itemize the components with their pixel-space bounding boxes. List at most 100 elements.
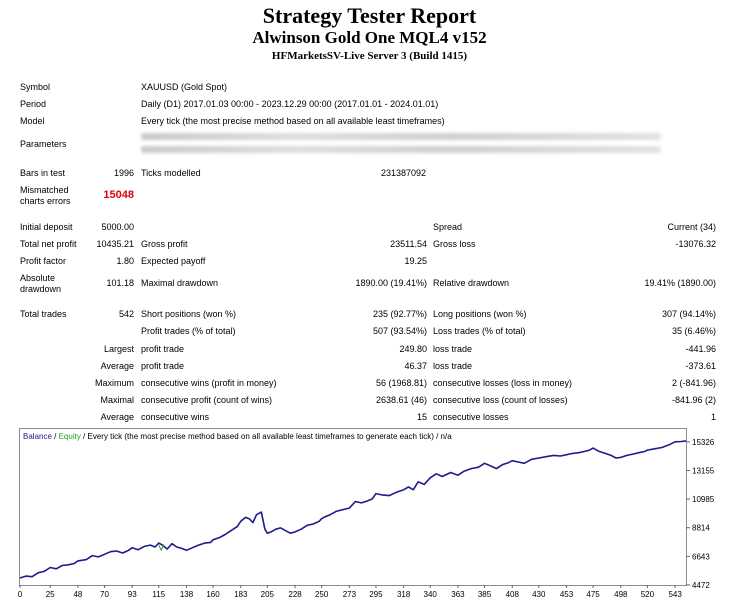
max-consecutive-wins-label: consecutive wins (profit in money) bbox=[141, 378, 277, 388]
x-tick-label: 25 bbox=[46, 590, 55, 599]
ticks-label: Ticks modelled bbox=[141, 168, 201, 178]
maximal-consecutive-profit-label: consecutive profit (count of wins) bbox=[141, 395, 273, 405]
initial-deposit-label: Initial deposit bbox=[20, 222, 73, 232]
y-tick-label: 8814 bbox=[692, 524, 710, 533]
balance-chart-plot-area bbox=[19, 428, 687, 586]
average-loss-value: -373.61 bbox=[685, 361, 716, 371]
absolute-drawdown-label-1: Absolute bbox=[20, 273, 56, 283]
average-profit-value: 46.37 bbox=[404, 361, 427, 371]
x-tick-label: 48 bbox=[73, 590, 82, 599]
mismatched-value: 15048 bbox=[103, 189, 134, 201]
long-positions-value: 307 (94.14%) bbox=[661, 309, 716, 319]
x-tick-label: 340 bbox=[424, 590, 438, 599]
x-tick-label: 430 bbox=[532, 590, 546, 599]
legend-description: / Every tick (the most precise method ba… bbox=[80, 432, 452, 441]
spread-label: Spread bbox=[433, 222, 463, 232]
gross-loss-label: Gross loss bbox=[433, 239, 476, 249]
average-loss-label: loss trade bbox=[433, 361, 473, 371]
model-label: Model bbox=[20, 116, 45, 126]
profit-trades-label: Profit trades (% of total) bbox=[141, 326, 236, 336]
short-positions-value: 235 (92.77%) bbox=[372, 309, 427, 319]
profit-trades-value: 507 (93.54%) bbox=[372, 326, 427, 336]
bars-value: 1996 bbox=[113, 168, 134, 178]
avg-consecutive-losses-value: 1 bbox=[710, 412, 716, 422]
x-tick-label: 363 bbox=[451, 590, 465, 599]
mismatched-label-1: Mismatched bbox=[20, 185, 69, 195]
x-tick-label: 498 bbox=[614, 590, 628, 599]
x-tick-label: 205 bbox=[261, 590, 275, 599]
x-tick-label: 138 bbox=[180, 590, 194, 599]
maximal-consecutive-loss-value: -841.96 (2) bbox=[671, 395, 716, 405]
parameters-blurred-line-1 bbox=[141, 133, 661, 140]
x-tick-label: 408 bbox=[506, 590, 520, 599]
short-positions-label: Short positions (won %) bbox=[141, 309, 237, 319]
period-value: Daily (D1) 2017.01.03 00:00 - 2023.12.29… bbox=[141, 99, 439, 109]
parameters-label: Parameters bbox=[20, 139, 67, 149]
maximal-consecutive-profit-value: 2638.61 (46) bbox=[375, 395, 427, 405]
max-consecutive-losses-label: consecutive losses (loss in money) bbox=[433, 378, 573, 388]
report-title: Strategy Tester Report bbox=[262, 3, 477, 28]
y-tick-label: 10985 bbox=[692, 495, 715, 504]
gross-loss-value: -13076.32 bbox=[675, 239, 716, 249]
maximal-drawdown-label: Maximal drawdown bbox=[141, 278, 219, 288]
total-trades-value: 542 bbox=[118, 309, 134, 319]
gross-profit-value: 23511.54 bbox=[390, 239, 427, 249]
absolute-drawdown-label-2: drawdown bbox=[20, 284, 62, 294]
x-tick-label: 250 bbox=[315, 590, 329, 599]
x-tick-label: 0 bbox=[18, 590, 23, 599]
symbol-value: XAUUSD (Gold Spot) bbox=[141, 82, 228, 92]
loss-trades-label: Loss trades (% of total) bbox=[433, 326, 526, 336]
largest-loss-value: -441.96 bbox=[685, 344, 716, 354]
relative-drawdown-label: Relative drawdown bbox=[433, 278, 510, 288]
x-tick-label: 160 bbox=[206, 590, 220, 599]
x-tick-label: 318 bbox=[397, 590, 411, 599]
x-tick-label: 385 bbox=[478, 590, 492, 599]
avg-consecutive-losses-label: consecutive losses bbox=[433, 412, 509, 422]
legend-balance: Balance bbox=[23, 432, 52, 441]
y-tick-label: 13155 bbox=[692, 466, 715, 475]
y-tick-label: 4472 bbox=[692, 581, 710, 590]
average-profit-label: profit trade bbox=[141, 361, 185, 371]
max-consecutive-losses-value: 2 (-841.96) bbox=[671, 378, 716, 388]
chart-legend: Balance / Equity / Every tick (the most … bbox=[23, 432, 452, 441]
x-tick-label: 273 bbox=[343, 590, 357, 599]
loss-trades-value: 35 (6.46%) bbox=[671, 326, 716, 336]
x-tick-label: 115 bbox=[152, 590, 165, 599]
x-tick-label: 70 bbox=[100, 590, 109, 599]
series-line-equity bbox=[158, 544, 165, 551]
average-consecutive-label: Average bbox=[100, 412, 134, 422]
initial-deposit-value: 5000.00 bbox=[101, 222, 134, 232]
bars-label: Bars in test bbox=[20, 168, 66, 178]
legend-equity: Equity bbox=[58, 432, 81, 441]
y-tick-label: 6643 bbox=[692, 552, 710, 561]
relative-drawdown-value: 19.41% (1890.00) bbox=[644, 278, 716, 288]
profit-factor-label: Profit factor bbox=[20, 256, 67, 266]
x-tick-label: 295 bbox=[369, 590, 383, 599]
absolute-drawdown-value: 101.18 bbox=[106, 278, 134, 288]
legend-separator: / bbox=[51, 432, 59, 441]
gross-profit-label: Gross profit bbox=[141, 239, 188, 249]
ticks-value: 231387092 bbox=[381, 168, 427, 178]
x-tick-label: 228 bbox=[288, 590, 302, 599]
long-positions-label: Long positions (won %) bbox=[433, 309, 527, 319]
mismatched-label-2: charts errors bbox=[20, 196, 71, 206]
period-label: Period bbox=[20, 99, 47, 109]
expected-payoff-label: Expected payoff bbox=[141, 256, 206, 266]
max-consecutive-wins-value: 56 (1968.81) bbox=[375, 378, 427, 388]
largest-loss-label: loss trade bbox=[433, 344, 473, 354]
largest-profit-value: 249.80 bbox=[399, 344, 427, 354]
x-tick-label: 520 bbox=[641, 590, 655, 599]
x-tick-label: 453 bbox=[560, 590, 574, 599]
expected-payoff-value: 19.25 bbox=[404, 256, 427, 266]
report-server: HFMarketsSV-Live Server 3 (Build 1415) bbox=[271, 50, 468, 62]
x-tick-label: 543 bbox=[668, 590, 682, 599]
maximum-label: Maximum bbox=[94, 378, 134, 388]
maximal-label: Maximal bbox=[100, 395, 134, 405]
average-label: Average bbox=[100, 361, 134, 371]
report-subtitle: Alwinson Gold One MQL4 v152 bbox=[252, 28, 487, 47]
maximal-drawdown-value: 1890.00 (19.41%) bbox=[355, 278, 427, 288]
spread-value: Current (34) bbox=[667, 222, 716, 232]
largest-profit-label: profit trade bbox=[141, 344, 185, 354]
symbol-label: Symbol bbox=[20, 82, 51, 92]
